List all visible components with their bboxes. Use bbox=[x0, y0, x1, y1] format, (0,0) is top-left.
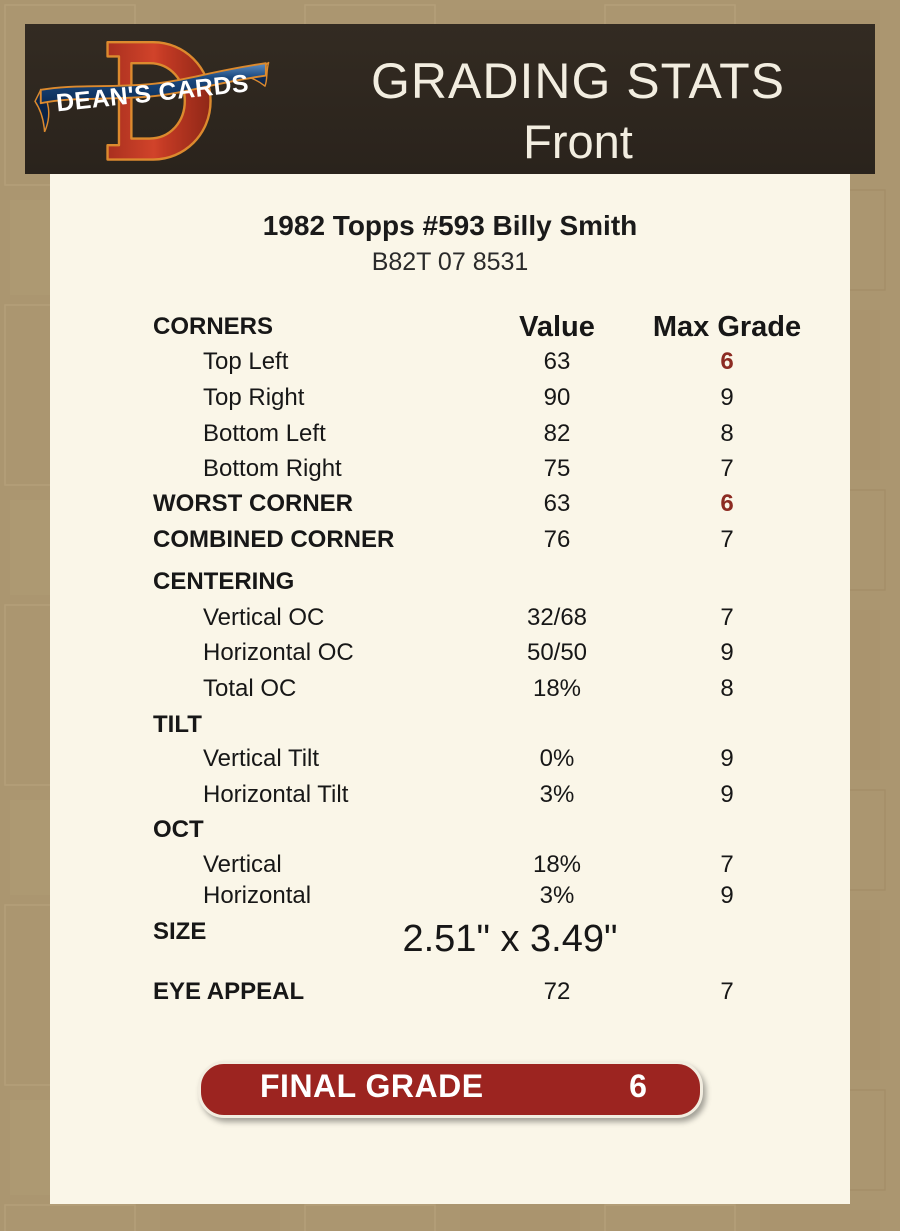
svg-text:DEAN'S CARDS: DEAN'S CARDS bbox=[55, 70, 250, 117]
